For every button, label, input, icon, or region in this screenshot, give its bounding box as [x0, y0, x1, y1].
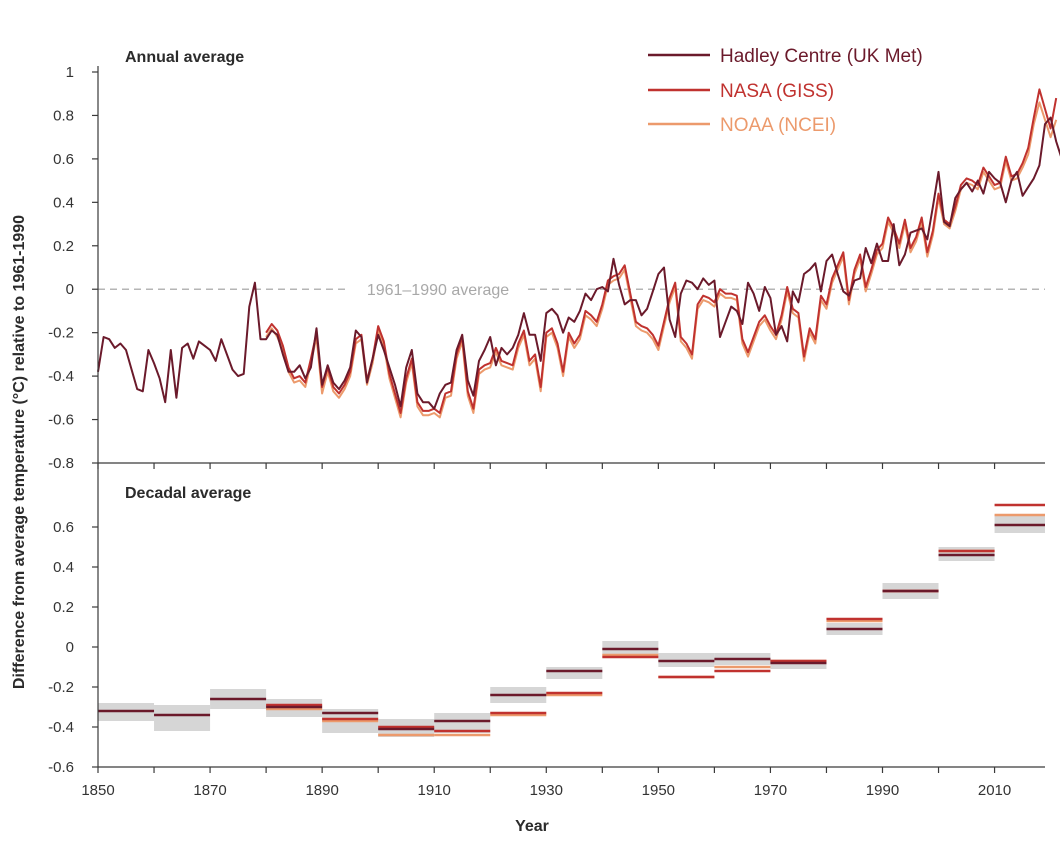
legend-label-noaa: NOAA (NCEI)	[720, 115, 836, 136]
x-tick-label: 1850	[81, 782, 114, 799]
y-axis-title: Difference from average temperature (°C)…	[11, 215, 28, 689]
annual-series-line	[265, 88, 1058, 414]
x-tick-label: 1970	[754, 782, 787, 799]
uncertainty-band	[434, 713, 491, 733]
uncertainty-band	[546, 667, 603, 679]
uncertainty-band	[770, 661, 827, 669]
y-tick-label: 0	[66, 639, 74, 656]
reference-label-background	[362, 281, 514, 301]
decadal-uncertainty-bands	[98, 515, 1045, 737]
x-tick-label: 1890	[305, 782, 338, 799]
y-tick-label: 0.4	[53, 559, 74, 576]
y-tick-label: -0.6	[48, 759, 74, 776]
y-tick-label: -0.4	[48, 719, 74, 736]
decadal-marks	[98, 503, 1045, 737]
y-tick-label: -0.4	[48, 368, 74, 385]
x-tick-label: 1950	[642, 782, 675, 799]
y-tick-label: 0.2	[53, 238, 74, 255]
legend: Hadley Centre (UK Met) NASA (GISS) NOAA …	[648, 46, 923, 136]
x-tick-label: 2010	[978, 782, 1011, 799]
y-tick-label: 0.6	[53, 151, 74, 168]
y-tick-label: -0.6	[48, 412, 74, 429]
y-tick-label: -0.2	[48, 325, 74, 342]
x-tick-label: 1910	[418, 782, 451, 799]
y-tick-label: 0	[66, 281, 74, 298]
x-tick-label: 1990	[866, 782, 899, 799]
y-tick-label: 0.4	[53, 194, 74, 211]
x-tick-label: 1930	[530, 782, 563, 799]
y-tick-label: 1	[66, 64, 74, 81]
annual-series-lines	[97, 88, 1060, 419]
legend-label-hadley: Hadley Centre (UK Met)	[720, 46, 923, 67]
annual-series-line	[97, 116, 1060, 410]
y-tick-label: 0.2	[53, 599, 74, 616]
y-tick-label: -0.8	[48, 455, 74, 472]
y-tick-label: 0.6	[53, 519, 74, 536]
x-axis-title: Year	[515, 818, 549, 835]
annual-panel-title: Annual average	[125, 49, 244, 66]
decadal-panel-title: Decadal average	[125, 485, 251, 502]
annual-series-line	[265, 101, 1058, 419]
y-tick-label: 0.8	[53, 107, 74, 124]
y-tick-label: -0.2	[48, 679, 74, 696]
reference-line-label: 1961–1990 average	[367, 282, 509, 299]
uncertainty-band	[154, 705, 211, 731]
x-tick-label: 1870	[193, 782, 226, 799]
axes: 1 0.8 0.6 0.4 0.2 0 -0.2 -0.4 -0.6 -0.8 0.6 0.4 0.2 0…	[48, 64, 1045, 799]
legend-label-nasa: NASA (GISS)	[720, 81, 834, 102]
